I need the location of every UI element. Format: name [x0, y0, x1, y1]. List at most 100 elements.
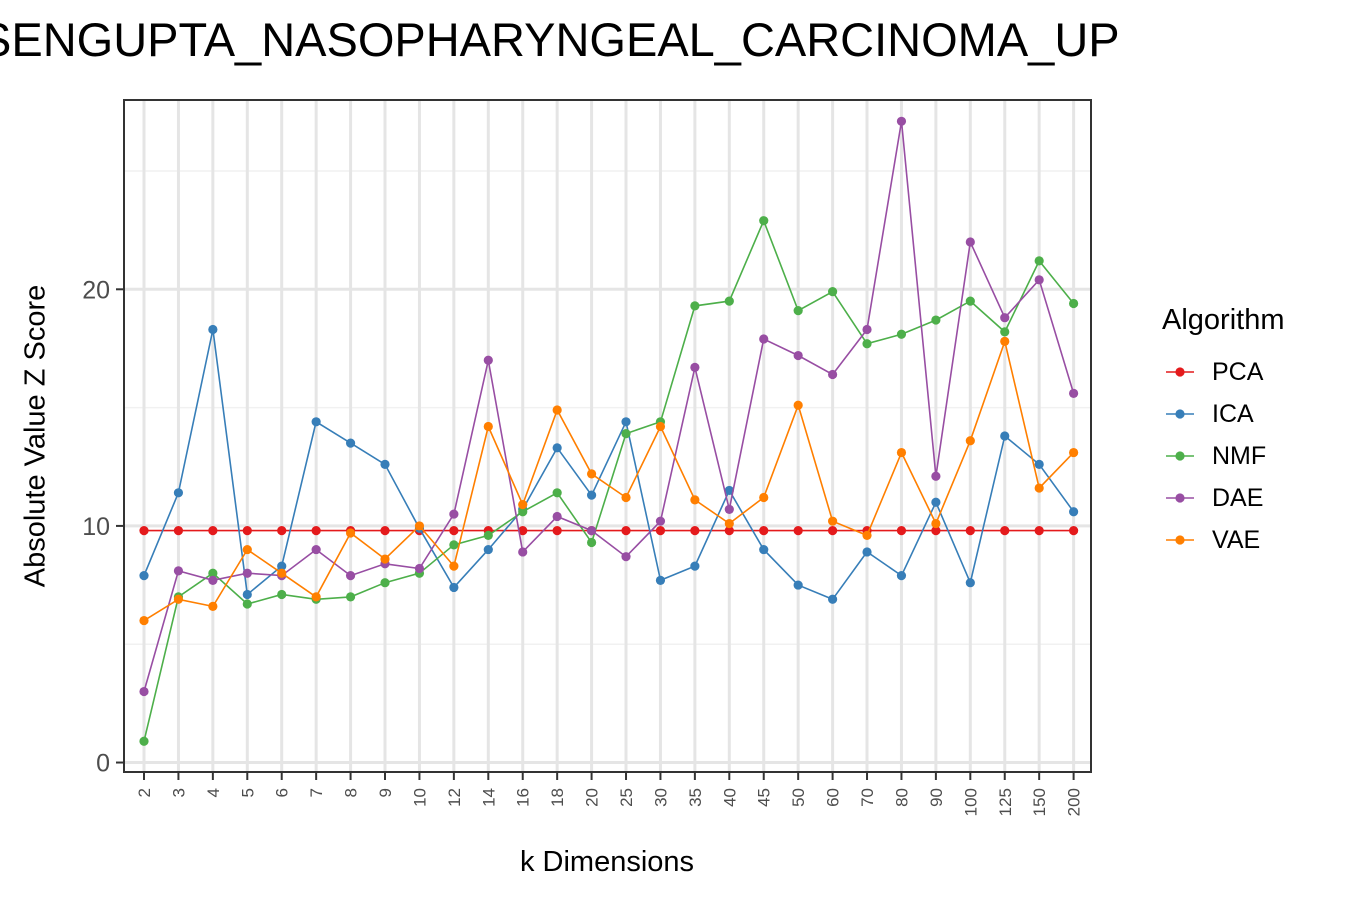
data-point-nmf: [793, 305, 803, 316]
y-tick-label: 10: [82, 513, 110, 541]
legend-key-ica: [1166, 409, 1194, 419]
data-point-vae: [139, 615, 149, 626]
chart-title: SENGUPTA_NASOPHARYNGEAL_CARCINOMA_UP: [0, 13, 1120, 66]
data-point-ica: [173, 488, 184, 498]
x-tick-label: 40: [720, 788, 739, 807]
data-point-vae: [690, 495, 700, 505]
legend-key-nmf: [1166, 451, 1194, 461]
legend-key-point: [1175, 367, 1185, 377]
data-point-nmf: [345, 592, 356, 602]
data-point-ica: [380, 459, 390, 469]
series-line-vae: [143, 338, 1075, 622]
data-point-dae: [552, 511, 562, 522]
data-point-vae: [931, 518, 941, 529]
data-point-nmf: [449, 540, 459, 550]
data-point-dae: [345, 571, 356, 581]
data-point-pca: [621, 526, 631, 536]
data-point-pca: [139, 526, 149, 536]
data-point-ica: [586, 490, 597, 500]
legend-label: ICA: [1212, 399, 1254, 428]
data-point-vae: [277, 568, 287, 578]
data-point-nmf: [690, 301, 700, 311]
data-point-nmf: [552, 488, 562, 498]
data-point-dae: [655, 516, 666, 526]
data-point-ica: [931, 497, 941, 507]
data-point-vae: [1034, 483, 1044, 493]
series-line-ica: [143, 329, 1075, 601]
series-line-nmf: [143, 218, 1075, 742]
data-point-ica: [483, 544, 493, 555]
data-point-nmf: [518, 507, 528, 517]
legend-label: PCA: [1212, 357, 1264, 386]
data-point-vae: [586, 469, 597, 479]
data-point-ica: [552, 443, 562, 453]
data-point-vae: [345, 528, 356, 538]
data-point-dae: [173, 566, 184, 576]
data-point-pca: [208, 526, 218, 536]
data-point-nmf: [724, 296, 734, 306]
data-point-vae: [828, 516, 838, 526]
data-point-pca: [828, 526, 838, 536]
data-point-pca: [1000, 526, 1010, 536]
data-point-ica: [655, 575, 666, 585]
data-point-dae: [449, 509, 459, 519]
data-point-dae: [759, 334, 769, 344]
data-point-dae: [1069, 388, 1079, 399]
x-tick-label: 14: [479, 788, 498, 807]
series-layer: [139, 116, 1079, 746]
data-point-pca: [931, 526, 941, 536]
data-point-vae: [724, 518, 734, 529]
data-point-pca: [759, 526, 769, 536]
y-tick-label: 0: [96, 750, 110, 778]
x-tick-label: 100: [961, 788, 980, 816]
data-point-dae: [1034, 275, 1044, 285]
legend-item-pca: PCA: [1162, 351, 1285, 393]
data-point-ica: [345, 438, 356, 448]
series-dae: [139, 116, 1079, 697]
data-point-dae: [1000, 313, 1010, 323]
data-point-ica: [862, 547, 872, 557]
x-tick-label: 45: [755, 788, 774, 807]
data-point-vae: [655, 421, 666, 432]
legend: Algorithm PCA ICA NMF DAE VAE: [1162, 304, 1285, 561]
data-point-nmf: [621, 429, 631, 439]
data-point-pca: [518, 526, 528, 536]
legend-key-dae: [1166, 493, 1194, 503]
data-point-vae: [621, 492, 631, 503]
x-tick-label: 70: [858, 788, 877, 807]
data-point-dae: [828, 369, 838, 380]
data-point-ica: [1000, 431, 1010, 441]
data-point-ica: [1034, 459, 1044, 469]
x-tick-label: 3: [169, 788, 188, 797]
data-point-dae: [518, 547, 528, 557]
data-point-ica: [828, 594, 838, 604]
data-point-vae: [483, 421, 493, 432]
x-tick-label: 80: [892, 788, 911, 807]
data-point-ica: [690, 561, 700, 571]
data-point-pca: [896, 526, 907, 536]
data-point-nmf: [965, 296, 975, 306]
legend-item-ica: ICA: [1162, 393, 1285, 435]
data-point-pca: [242, 526, 252, 536]
data-point-dae: [242, 568, 252, 578]
series-vae: [139, 336, 1079, 626]
data-point-pca: [965, 526, 975, 536]
data-point-pca: [724, 526, 734, 536]
data-point-nmf: [208, 568, 218, 578]
data-point-pca: [1069, 526, 1079, 536]
data-point-pca: [311, 526, 321, 536]
x-tick-label: 125: [996, 788, 1015, 816]
data-point-pca: [690, 526, 700, 536]
data-point-ica: [896, 571, 907, 581]
data-point-dae: [311, 544, 321, 555]
legend-label: VAE: [1212, 525, 1261, 554]
data-point-pca: [173, 526, 184, 536]
data-point-nmf: [828, 287, 838, 297]
data-point-nmf: [1069, 298, 1079, 309]
data-point-ica: [724, 485, 734, 496]
data-point-nmf: [896, 329, 907, 339]
legend-item-dae: DAE: [1162, 477, 1285, 519]
data-point-vae: [552, 405, 562, 415]
